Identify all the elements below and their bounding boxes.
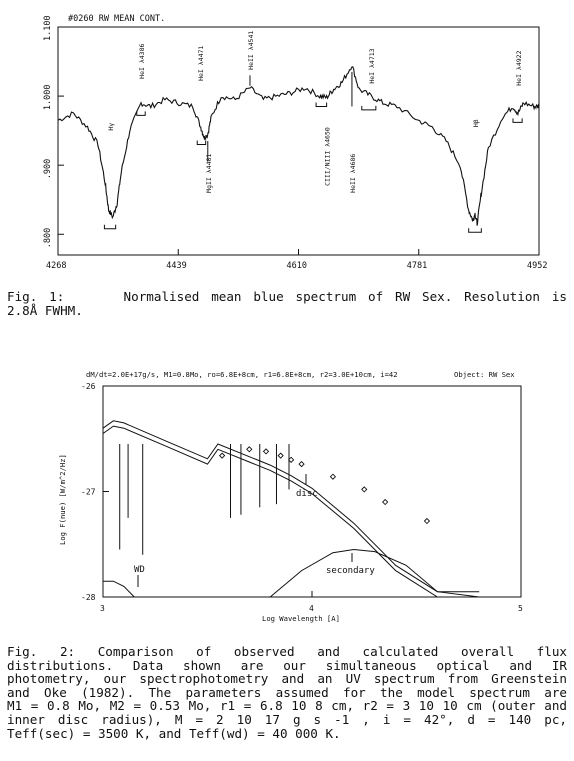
fig2-x-ticks: 3 4 5 (100, 591, 523, 613)
fig2-caption-line3: photometry, our spectrophotometry and an… (7, 671, 567, 687)
fig1-line-labels: Hγ HeI λ4386 HeI λ4471 MgII λ4481 HeII λ4541… (107, 31, 523, 193)
fig1-x-tick-label: 4610 (287, 261, 307, 271)
fig1-x-tick-label: 4268 (46, 261, 66, 271)
fig1-y-tick-label: .800 (43, 228, 53, 248)
fig1-header: #0260 RW MEAN CONT. (68, 14, 165, 24)
fig1-feature-bracket (103, 224, 117, 230)
fig2-observed-point (287, 456, 295, 463)
fig2-curves (102, 420, 480, 598)
fig2-caption-line2: distributions. Data shown are our simult… (7, 657, 567, 673)
fig2-y-ticks: -26 -27 -28 (81, 382, 109, 602)
fig2-header: dM/dt=2.0E+17g/s, M1=0.8Mo, ro=6.8E+8cm,… (86, 370, 398, 379)
fig2-x-tick-label: 4 (309, 604, 314, 613)
fig1-y-tick-label: .900 (43, 159, 53, 179)
fig2-secondary-label: secondary (326, 566, 375, 576)
fig2-observed-point (382, 498, 389, 506)
fig2-disc-label: disc (296, 489, 318, 499)
fig1-caption-label: Fig. 1: (7, 289, 65, 304)
fig2-observed-point (218, 452, 226, 459)
fig1-line-label: HeII λ4541 (247, 31, 255, 70)
fig1-line-label: CIII/NIII λ4650 (324, 127, 332, 186)
fig2-x-tick-label: 5 (518, 604, 523, 613)
fig1-line-label: HeI λ4922 (515, 50, 523, 85)
fig2-wd-label: WD (134, 565, 145, 575)
fig2-observed-point (298, 460, 305, 468)
fig2-observed-point (277, 452, 284, 459)
fig1-x-ticks: 4268 4439 4610 4781 4952 (46, 249, 547, 271)
fig2-observed-point (423, 517, 431, 525)
fig1-line-label: Hβ (472, 119, 480, 127)
fig1-y-ticks: 1.100 1.000 .900 .800 (43, 15, 64, 248)
fig2-curve-disc (102, 425, 480, 598)
figure-1: #0260 RW MEAN CONT. 1.100 1.000 .900 .800 4… (43, 14, 547, 271)
fig1-line-label: HeI λ4471 (197, 46, 205, 81)
fig2-x-tick-label: 3 (100, 604, 105, 613)
fig2-y-tick-label: -26 (81, 382, 96, 391)
fig1-feature-bracket (468, 228, 482, 233)
fig1-x-tick-label: 4781 (407, 261, 427, 271)
fig2-y-tick-label: -27 (81, 488, 96, 497)
fig1-line-label: HeI λ4386 (138, 44, 146, 79)
fig1-feature-bracket (136, 111, 146, 116)
fig1-caption-line2: 2.8Å FWHM. (7, 302, 83, 318)
fig1-line-label: HeI λ4713 (368, 48, 376, 83)
fig2-caption-line7: Teff(sec) = 3500 K, and Teff(wd) = 40 00… (7, 725, 341, 741)
fig2-observed-point (361, 486, 368, 493)
fig1-caption: Fig. 1: Normalised mean blue spectrum of… (7, 290, 567, 317)
fig1-line-label: MgII λ4481 (205, 154, 213, 193)
fig1-feature-bracket (512, 118, 523, 123)
fig1-line-label: Hγ (107, 123, 115, 131)
fig2-observed-point (329, 473, 337, 480)
fig2-caption: Fig. 2: Comparison of observed and calcu… (7, 645, 567, 740)
fig2-observed-point (246, 446, 253, 453)
fig2-curve-secondary (269, 548, 480, 598)
fig1-spectrum-line (57, 66, 540, 226)
fig2-curve-total (102, 420, 480, 593)
fig1-x-tick-label: 4439 (166, 261, 186, 271)
fig2-object: Object: RW Sex (454, 370, 515, 379)
figure-2: dM/dt=2.0E+17g/s, M1=0.8Mo, ro=6.8E+8cm,… (58, 370, 523, 623)
fig2-caption-line1: Fig. 2: Comparison of observed and calcu… (7, 644, 567, 659)
fig2-y-tick-label: -28 (81, 593, 96, 602)
fig1-feature-bracket (315, 102, 328, 107)
fig2-caption-line6: inner disc radius), M = 2 10 17 g s -1 ,… (7, 711, 567, 727)
fig2-caption-line4: and Oke (1982). The parameters assumed f… (7, 684, 567, 700)
fig1-line-brackets (103, 102, 523, 233)
fig1-line-label: HeII λ4686 (349, 154, 357, 193)
fig2-xlabel: Log Wavelength [A] (262, 614, 340, 623)
fig1-y-tick-label: 1.000 (43, 84, 53, 110)
fig2-observed-point (262, 448, 270, 455)
fig1-x-tick-label: 4952 (527, 261, 547, 271)
fig1-caption-text: Normalised mean blue spectrum of RW Sex.… (123, 289, 567, 304)
fig2-curve-wd (103, 580, 135, 598)
fig2-ylabel: Log F(nue) [W/m^2/Hz] (58, 454, 67, 545)
fig1-caption-line1: Fig. 1: Normalised mean blue spectrum of… (7, 290, 567, 304)
fig2-observed-points (218, 446, 431, 525)
fig2-caption-line5: M1 = 0.8 Mo, M2 = 0.53 Mo, r1 = 6.8 10 8… (7, 698, 567, 714)
fig1-feature-bracket (361, 105, 377, 111)
fig1-feature-bracket (196, 140, 207, 145)
fig1-y-tick-label: 1.100 (43, 15, 53, 41)
